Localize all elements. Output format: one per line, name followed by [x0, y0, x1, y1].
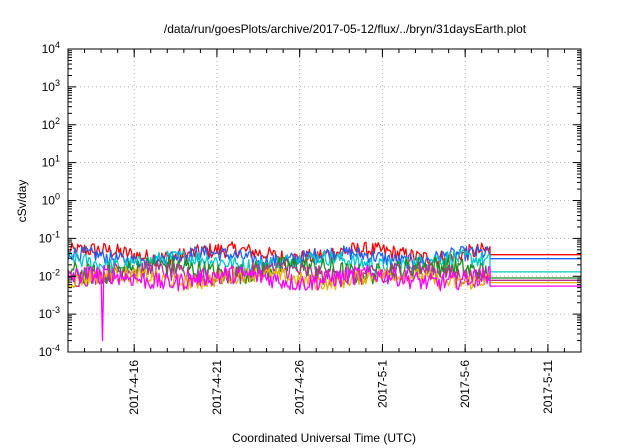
series-line-3 [67, 248, 581, 275]
x-tick-label: 2017-4-26 [293, 360, 307, 415]
y-tick-labels: 10-4 10-3 10-2 10-1 100 101 102 103 104 [39, 40, 60, 359]
y-tick-label: 10-2 [39, 267, 60, 283]
x-tick-labels: 2017-4-16 2017-4-21 2017-4-26 2017-5-1 2017-… [127, 360, 555, 415]
x-tick-label: 2017-5-11 [541, 360, 555, 414]
y-tick-label: 10-4 [39, 343, 60, 359]
x-tick-label: 2017-5-6 [458, 360, 472, 408]
ticks [68, 48, 581, 353]
y-tick-label: 102 [42, 116, 60, 132]
y-tick-label: 104 [42, 40, 60, 56]
y-tick-label: 10-1 [39, 229, 60, 245]
x-tick-label: 2017-4-21 [210, 360, 224, 415]
series-layer [67, 241, 581, 342]
y-axis-label: cSv/day [15, 180, 29, 223]
series-line-6 [67, 266, 581, 291]
x-axis-label: Coordinated Universal Time (UTC) [232, 431, 416, 445]
grid [68, 49, 581, 352]
chart-title: /data/run/goesPlots/archive/2017-05-12/f… [164, 22, 527, 36]
y-tick-label: 100 [42, 192, 60, 208]
series-line-7 [67, 264, 581, 342]
x-tick-label: 2017-5-1 [375, 360, 389, 408]
y-tick-label: 103 [42, 78, 60, 94]
y-tick-label: 101 [42, 154, 60, 170]
y-tick-label: 10-3 [39, 305, 60, 321]
x-tick-label: 2017-4-16 [127, 360, 141, 415]
